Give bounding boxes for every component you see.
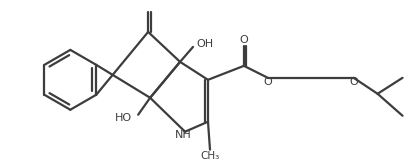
Text: NH: NH	[175, 130, 192, 140]
Text: HO: HO	[115, 113, 132, 123]
Text: O: O	[240, 35, 248, 45]
Text: OH: OH	[196, 39, 213, 49]
Text: O: O	[349, 77, 358, 87]
Text: CH₃: CH₃	[200, 151, 220, 161]
Text: O: O	[263, 77, 272, 87]
